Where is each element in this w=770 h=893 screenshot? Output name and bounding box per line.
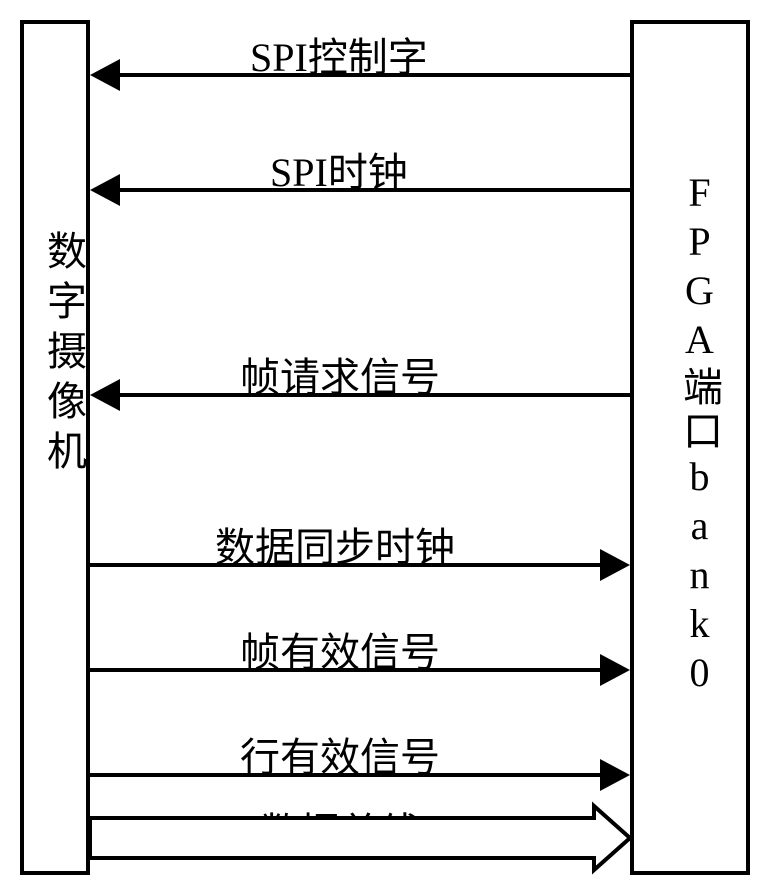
diagram-root: 数字摄像机 FPGA端口bank0 SPI控制字 SPI时钟 帧请求信号 数据同…	[0, 0, 770, 893]
arrows-svg	[0, 0, 770, 893]
